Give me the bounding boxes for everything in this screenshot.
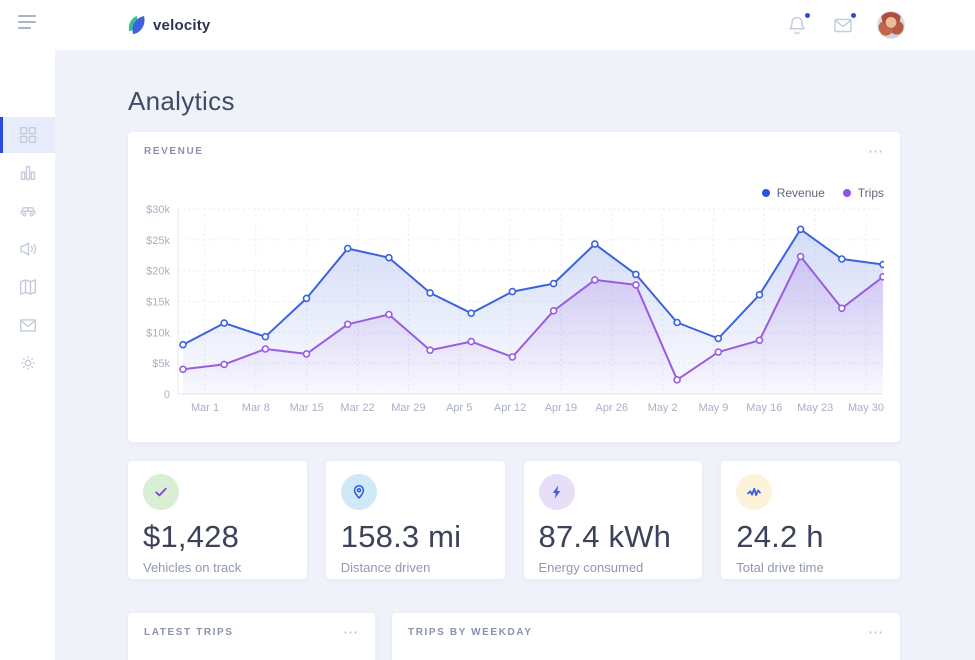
svg-text:May 30: May 30: [848, 402, 884, 414]
svg-text:May 23: May 23: [797, 402, 833, 414]
svg-text:May 2: May 2: [648, 402, 678, 414]
messages-button[interactable]: [831, 12, 857, 37]
stat-value: $1,428: [143, 519, 240, 554]
bar-chart-icon: [20, 165, 35, 181]
stat-label: Distance driven: [340, 560, 431, 575]
location-pin-icon-circle: [340, 474, 377, 510]
chart-legend: Revenue Trips: [761, 186, 884, 200]
logo-leaf-icon: [128, 16, 145, 34]
top-bar: velocity: [0, 0, 975, 50]
bottom-row: LATEST TRIPS ⋯ TRIPS BY WEEKDAY ⋯: [128, 613, 900, 660]
svg-text:Mar 29: Mar 29: [391, 402, 425, 414]
trips-legend-dot: [842, 189, 851, 197]
sidebar-item-announcements[interactable]: [0, 231, 55, 267]
stat-label: Total drive time: [736, 560, 824, 575]
revenue-legend-dot: [761, 189, 770, 197]
svg-text:$30k: $30k: [146, 204, 170, 216]
check-icon-circle: [143, 474, 179, 510]
revenue-chart-card: REVENUE ⋯ Revenue Trips Mar 1 Mar 8 Mar 15…: [128, 132, 900, 442]
stat-value: 87.4 kWh: [538, 519, 672, 554]
svg-text:Apr 12: Apr 12: [494, 402, 526, 414]
trips-by-weekday-card: TRIPS BY WEEKDAY ⋯: [392, 613, 900, 660]
sidebar-item-map[interactable]: [0, 269, 55, 305]
svg-text:Mar 22: Mar 22: [340, 402, 374, 414]
latest-trips-card: LATEST TRIPS ⋯: [128, 613, 375, 660]
svg-text:Apr 19: Apr 19: [545, 402, 577, 414]
stat-label: Vehicles on track: [143, 560, 242, 575]
hamburger-menu-icon[interactable]: [18, 15, 38, 35]
svg-text:Mar 1: Mar 1: [191, 402, 219, 414]
sidebar-item-messages[interactable]: [0, 307, 55, 343]
latest-trips-title: LATEST TRIPS: [144, 627, 234, 638]
message-badge: [850, 12, 857, 19]
sidebar-item-settings[interactable]: [0, 345, 55, 381]
trips-by-weekday-menu-icon[interactable]: ⋯: [868, 623, 884, 641]
svg-text:$10k: $10k: [146, 327, 170, 339]
page-title: Analytics: [128, 86, 235, 116]
svg-text:$15k: $15k: [146, 297, 170, 309]
lightning-icon: [552, 485, 560, 499]
svg-text:May 9: May 9: [698, 402, 728, 414]
dashboard-grid-icon: [19, 126, 36, 144]
sidebar-item-vehicles[interactable]: [0, 193, 55, 229]
activity-icon-circle: [736, 474, 773, 510]
revenue-legend-label: Revenue: [776, 186, 825, 200]
latest-trips-menu-icon[interactable]: ⋯: [343, 623, 359, 641]
car-icon: [19, 207, 36, 217]
stat-card-vehicles: $1,428 Vehicles on track: [128, 461, 307, 579]
notification-badge: [804, 12, 811, 19]
sidebar-item-dashboard[interactable]: [0, 117, 55, 153]
app-logo: velocity: [128, 0, 210, 50]
sidebar: [0, 50, 55, 660]
stat-card-energy: 87.4 kWh Energy consumed: [523, 461, 703, 579]
svg-text:Mar 8: Mar 8: [242, 402, 270, 414]
map-icon: [19, 279, 36, 295]
legend-item-trips[interactable]: Trips: [842, 186, 884, 200]
svg-text:May 16: May 16: [746, 402, 782, 414]
lightning-icon-circle: [538, 474, 575, 510]
revenue-card-title: REVENUE: [144, 146, 204, 157]
legend-item-revenue[interactable]: Revenue: [761, 186, 825, 200]
sidebar-item-stats[interactable]: [0, 155, 55, 191]
revenue-card-menu-icon[interactable]: ⋯: [868, 142, 884, 160]
svg-text:$20k: $20k: [146, 266, 170, 278]
svg-text:0: 0: [164, 389, 170, 401]
svg-text:Apr 5: Apr 5: [446, 402, 472, 414]
svg-text:Mar 15: Mar 15: [290, 402, 324, 414]
stat-value: 158.3 mi: [340, 519, 462, 554]
bell-icon: [789, 16, 805, 35]
stat-value: 24.2 h: [736, 519, 824, 554]
check-icon: [155, 487, 167, 497]
megaphone-icon: [19, 242, 36, 256]
location-pin-icon: [353, 485, 364, 499]
logo-text: velocity: [153, 16, 211, 34]
svg-text:$5k: $5k: [152, 358, 170, 370]
svg-text:Apr 26: Apr 26: [596, 402, 628, 414]
mail-icon: [834, 18, 852, 33]
stats-row: $1,428 Vehicles on track 158.3 mi Distan…: [128, 461, 900, 579]
trips-legend-label: Trips: [857, 186, 884, 200]
stat-label: Energy consumed: [538, 560, 644, 575]
activity-icon: [747, 487, 762, 497]
stat-card-drive-time: 24.2 h Total drive time: [721, 461, 900, 579]
svg-text:$25k: $25k: [146, 235, 170, 247]
revenue-line-chart: Mar 1 Mar 8 Mar 15 Mar 22 Mar 29 Apr 5 Apr 12 A…: [146, 204, 884, 414]
stat-card-distance: 158.3 mi Distance driven: [325, 461, 505, 579]
user-avatar[interactable]: [877, 11, 905, 39]
trips-by-weekday-title: TRIPS BY WEEKDAY: [408, 627, 533, 638]
mail-icon: [19, 319, 36, 332]
gear-icon: [20, 356, 35, 370]
notifications-button[interactable]: [785, 12, 811, 37]
